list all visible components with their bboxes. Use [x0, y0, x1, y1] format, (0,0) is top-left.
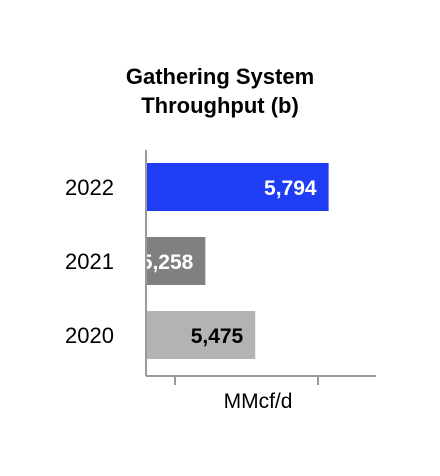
bar-2022 — [146, 163, 329, 211]
chart-title-line-2: Throughput (b) — [141, 93, 299, 118]
data-label-2021: 5,258 — [141, 251, 194, 274]
chart-title-line-1: Gathering System — [125, 64, 315, 89]
category-label-2020: 2020 — [65, 323, 114, 348]
bar-2021 — [146, 237, 206, 285]
data-label-2022: 5,794 — [264, 177, 317, 200]
chart-title: Gathering System Throughput (b) — [0, 62, 440, 120]
x-axis-ticks — [174, 376, 319, 385]
bar-2020 — [146, 311, 256, 359]
x-axis-label: MMcf/d — [224, 390, 293, 413]
axes — [145, 150, 376, 385]
category-label-2022: 2022 — [65, 175, 114, 200]
bars: 5,794 2022 5,258 2021 5,475 2020 — [65, 163, 329, 359]
category-label-2021: 2021 — [65, 249, 114, 274]
data-label-2020: 5,475 — [191, 325, 244, 348]
